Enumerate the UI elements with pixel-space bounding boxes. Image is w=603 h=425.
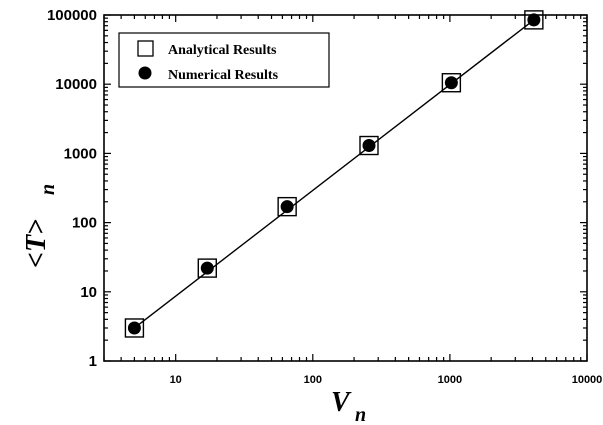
numerical-point [200, 261, 214, 275]
analytical-point [277, 196, 297, 217]
legend-numerical-label: Numerical Results [168, 68, 279, 83]
legend: Analytical Results Numerical Results [118, 32, 330, 88]
legend-numerical-marker [138, 66, 152, 80]
x-tick-label: 100 [304, 374, 322, 386]
numerical-point [127, 321, 141, 335]
y-tick-label: 100 [72, 215, 97, 232]
numerical-point [444, 76, 458, 90]
y-axis-label: <T> [21, 219, 52, 268]
y-tick-label: 1 [89, 353, 97, 370]
legend-box [118, 32, 330, 88]
y-tick-label: 10000 [55, 76, 97, 93]
x-axis-title: V n [331, 387, 366, 425]
legend-analytical-label: Analytical Results [168, 43, 277, 58]
numerical-point [527, 13, 541, 27]
data-marks [124, 10, 544, 338]
numerical-point [280, 200, 294, 214]
y-tick-label: 1000 [64, 145, 97, 162]
axis-ticks [103, 14, 588, 362]
y-tick-label: 100000 [47, 7, 97, 24]
plot-frame [103, 14, 588, 362]
analytical-point [524, 10, 544, 30]
y-tick-label: 10 [80, 284, 97, 301]
analytical-point [124, 318, 145, 338]
tick-labels: 10 100 1000 10000 1 10 100 1000 10000 100000 [47, 7, 602, 386]
x-tick-label: 10 [170, 374, 182, 386]
analytical-point [441, 73, 462, 93]
legend-analytical-marker [137, 40, 154, 57]
x-tick-label: 10000 [572, 374, 603, 386]
y-axis-title: <T> n [21, 184, 59, 268]
analytical-point [197, 258, 217, 278]
y-axis-subscript: n [37, 184, 59, 195]
x-axis-subscript: n [355, 404, 366, 425]
numerical-point [362, 139, 376, 153]
x-axis-label: V [331, 387, 352, 418]
analytical-point [359, 135, 379, 156]
x-tick-label: 1000 [438, 374, 462, 386]
